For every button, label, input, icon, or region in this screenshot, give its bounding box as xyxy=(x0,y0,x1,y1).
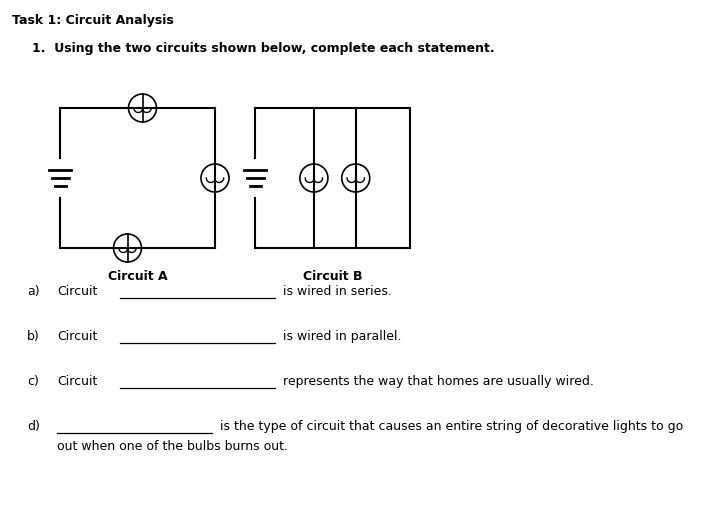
Text: c): c) xyxy=(27,375,39,388)
Text: d): d) xyxy=(27,420,40,433)
Text: is wired in series.: is wired in series. xyxy=(283,285,392,298)
Text: b): b) xyxy=(27,330,40,343)
Text: is the type of circuit that causes an entire string of decorative lights to go: is the type of circuit that causes an en… xyxy=(220,420,684,433)
Text: 1.  Using the two circuits shown below, complete each statement.: 1. Using the two circuits shown below, c… xyxy=(32,42,495,55)
Text: is wired in parallel.: is wired in parallel. xyxy=(283,330,402,343)
Text: Circuit: Circuit xyxy=(57,285,97,298)
Text: Circuit B: Circuit B xyxy=(302,270,363,283)
Text: Circuit: Circuit xyxy=(57,375,97,388)
Text: a): a) xyxy=(27,285,39,298)
Text: Task 1: Circuit Analysis: Task 1: Circuit Analysis xyxy=(12,14,174,27)
Text: out when one of the bulbs burns out.: out when one of the bulbs burns out. xyxy=(57,440,288,453)
Text: represents the way that homes are usually wired.: represents the way that homes are usuall… xyxy=(283,375,594,388)
Text: Circuit: Circuit xyxy=(57,330,97,343)
Text: Circuit A: Circuit A xyxy=(108,270,167,283)
